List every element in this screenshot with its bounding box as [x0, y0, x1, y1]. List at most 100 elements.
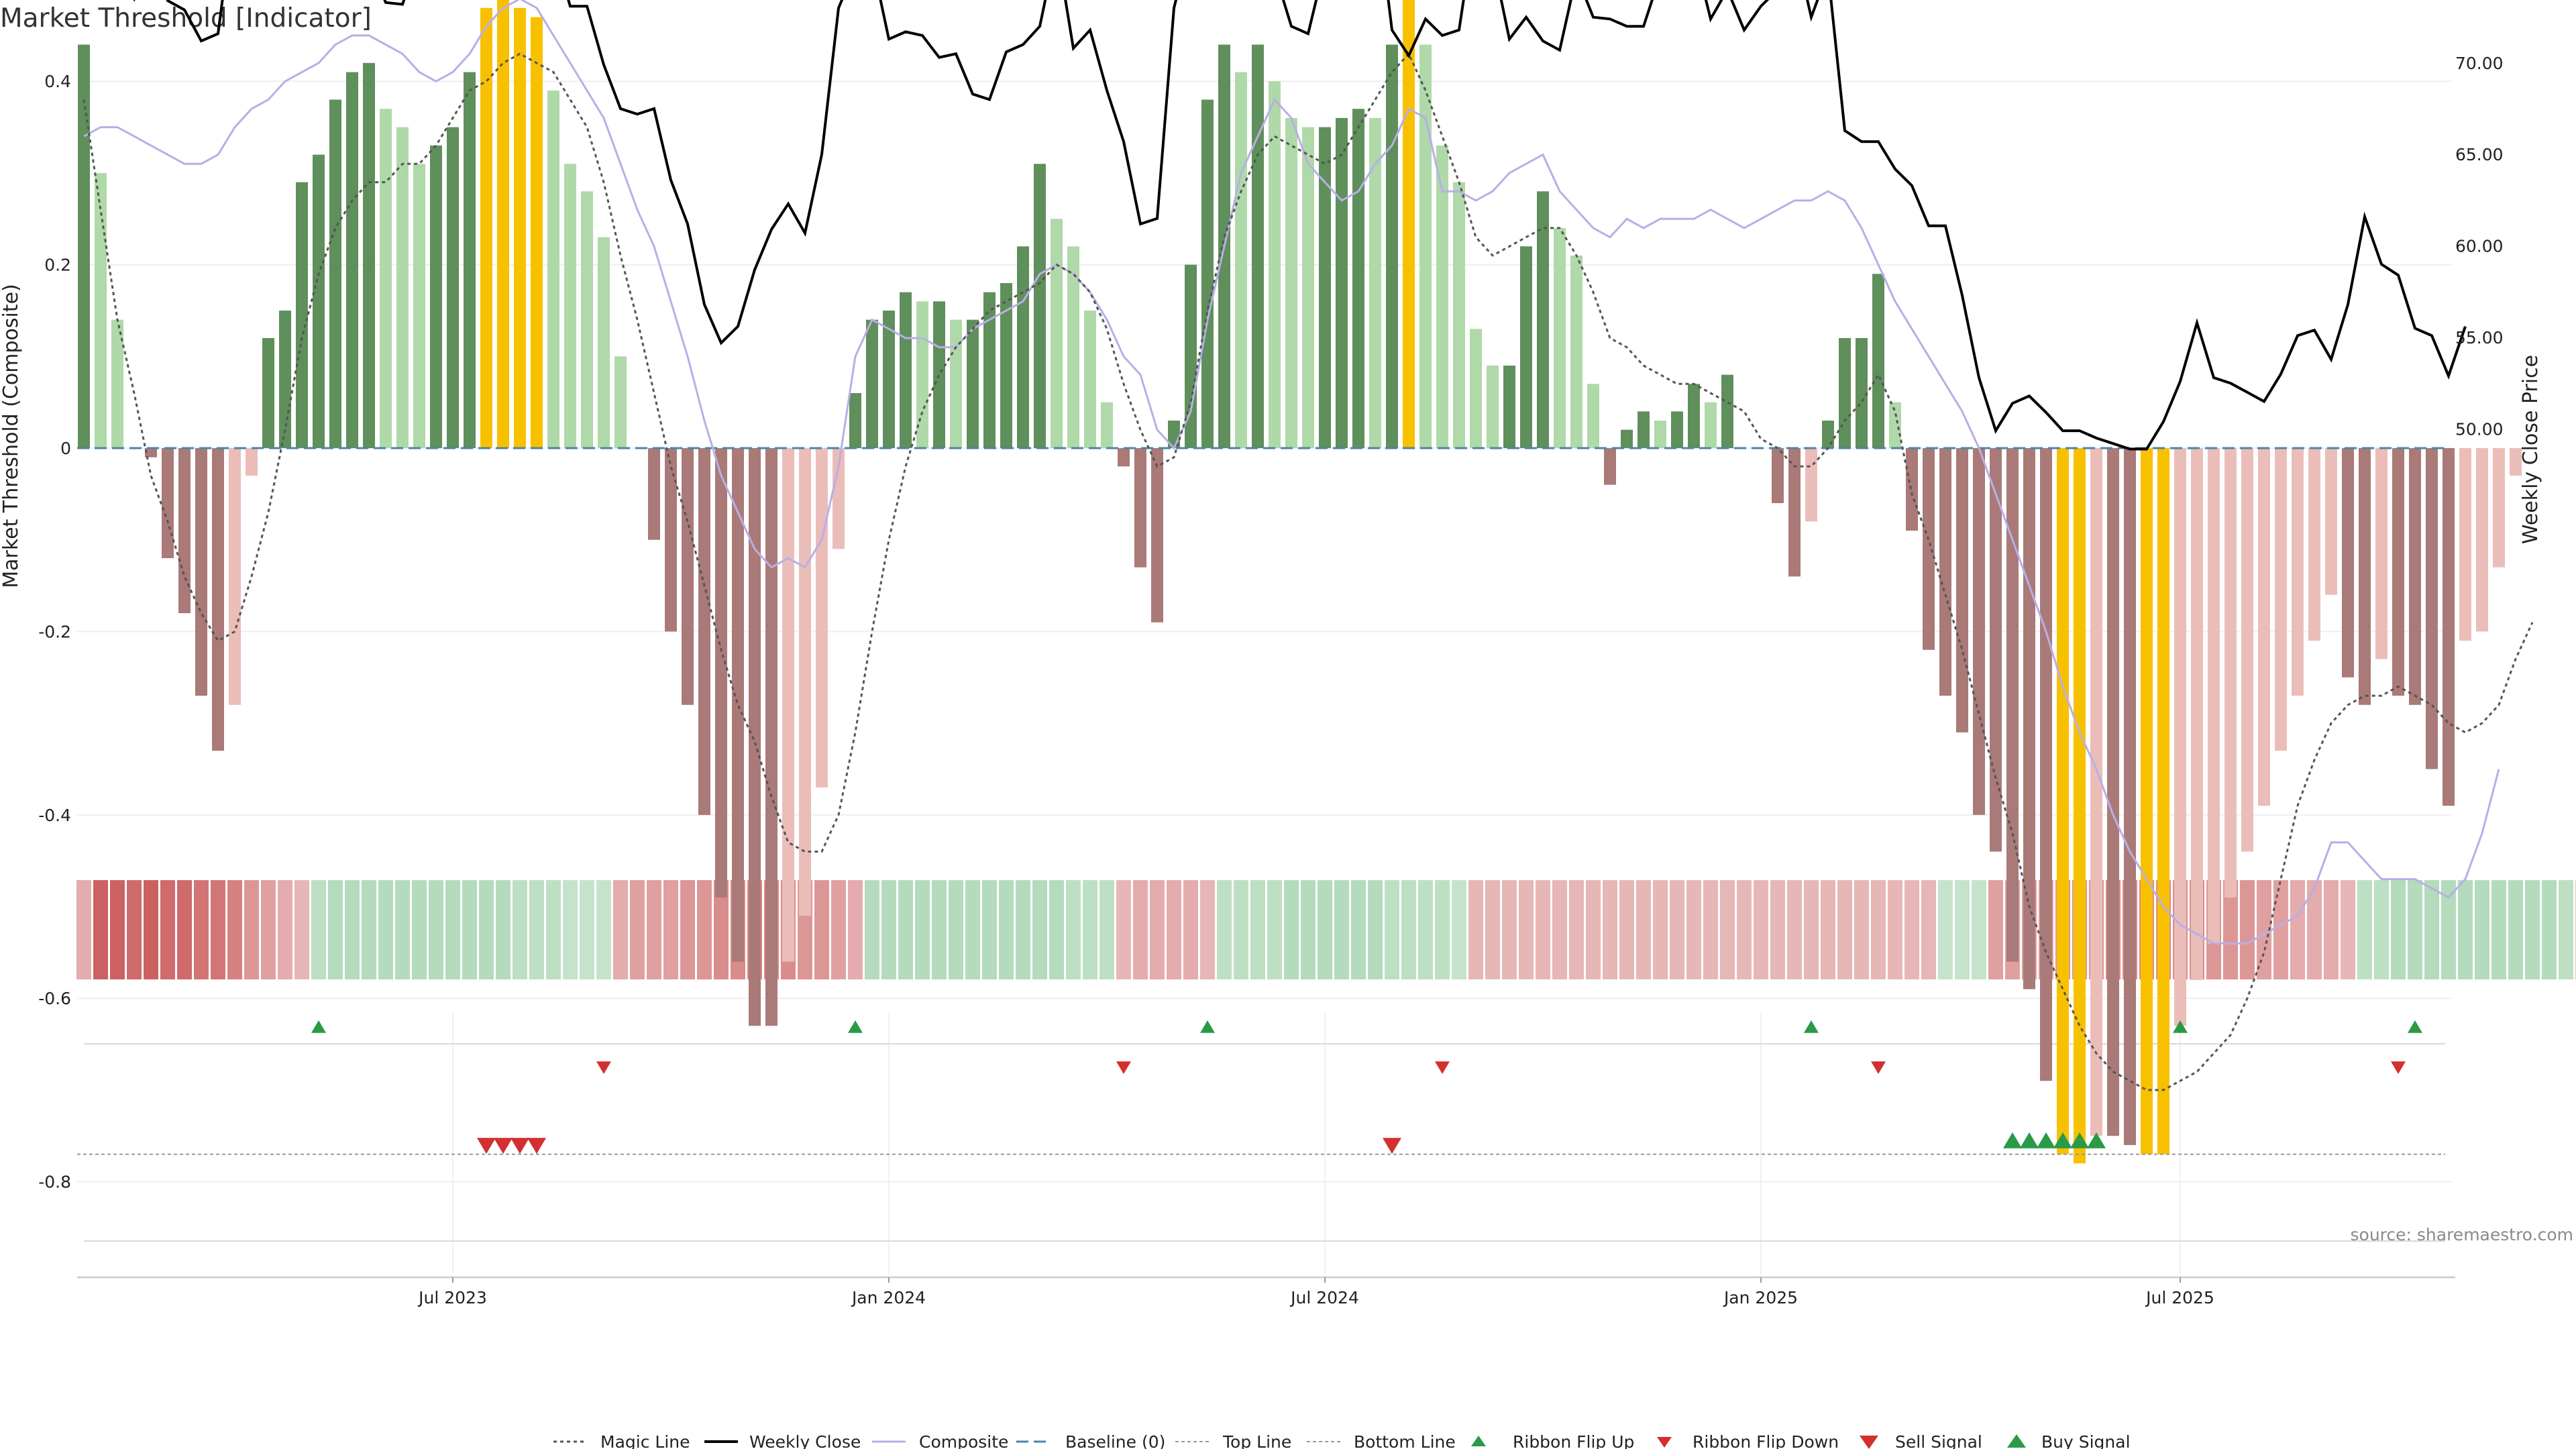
ribbon-cell — [714, 880, 729, 979]
x-tick-label: Jan 2024 — [851, 1288, 926, 1307]
ribbon-cell — [1871, 880, 1886, 979]
composite-bar — [2191, 448, 2203, 980]
composite-bar — [2258, 448, 2270, 806]
ribbon-cell — [563, 880, 578, 979]
composite-bar — [1788, 448, 1801, 577]
ribbon-cell — [1267, 880, 1282, 979]
ribbon-cell — [462, 880, 477, 979]
ribbon-flip-down-marker — [1116, 1061, 1131, 1074]
composite-bar — [2510, 448, 2522, 476]
composite-bar — [531, 17, 543, 448]
composite-bar — [1822, 420, 1834, 448]
composite-bar — [246, 448, 258, 476]
ribbon-cell — [697, 880, 712, 979]
composite-bar — [2174, 448, 2186, 1026]
buy-signal-marker — [2003, 1132, 2022, 1148]
ribbon-cell — [127, 880, 142, 979]
composite-bar — [749, 448, 761, 1026]
composite-bar — [195, 448, 207, 696]
composite-bar — [1017, 246, 1029, 448]
ribbon-cell — [345, 880, 360, 979]
composite-bar — [2459, 448, 2471, 641]
ribbon-cell — [1703, 880, 1718, 979]
composite-bars — [78, 0, 2522, 1164]
ribbon-cell — [2240, 880, 2255, 979]
ribbon-cell — [1670, 880, 1684, 979]
composite-bar — [2124, 448, 2136, 1145]
ribbon-cell — [1988, 880, 2003, 979]
signal-markers — [311, 1020, 2422, 1154]
composite-bar — [1721, 374, 1733, 448]
ribbon-cell — [1066, 880, 1081, 979]
ribbon-cell — [1921, 880, 1936, 979]
composite-bar — [1772, 448, 1784, 504]
composite-bar — [1705, 402, 1717, 448]
composite-bar — [2275, 448, 2287, 751]
ribbon-cell — [2324, 880, 2339, 979]
ribbon-flip-down-marker — [2391, 1061, 2406, 1074]
composite-bar — [480, 7, 492, 448]
composite-bar — [1369, 117, 1381, 448]
ribbon-cell — [663, 880, 678, 979]
composite-bar — [883, 310, 895, 448]
ribbon-cell — [1821, 880, 1835, 979]
ribbon-cell — [881, 880, 896, 979]
buy-signal-marker — [2037, 1132, 2055, 1148]
ribbon-cell — [2525, 880, 2540, 979]
composite-bar — [1067, 246, 1079, 448]
ribbon-cell — [412, 880, 427, 979]
ribbon-cell — [982, 880, 997, 979]
composite-bar — [799, 448, 811, 916]
composite-bar — [2493, 448, 2505, 568]
ribbon-cell — [1888, 880, 1902, 979]
ribbon-cell — [1418, 880, 1433, 979]
ribbon-cell — [1955, 880, 1970, 979]
composite-bar — [1621, 429, 1633, 448]
ribbon-cell — [1334, 880, 1349, 979]
ribbon-cell — [211, 880, 225, 979]
ribbon-cell — [93, 880, 108, 979]
ribbon-cell — [311, 880, 326, 979]
composite-bar — [329, 99, 341, 449]
ribbon-cell — [1200, 880, 1215, 979]
ribbon-cell — [1619, 880, 1634, 979]
ribbon-cell — [144, 880, 158, 979]
legend: Magic Line Weekly Close Composite Baseli… — [553, 1432, 2131, 1449]
composite-bar — [296, 182, 308, 448]
composite-bar — [1805, 448, 1817, 522]
composite-bar — [983, 292, 996, 448]
composite-bar — [212, 448, 224, 751]
ribbon-cell — [261, 880, 276, 979]
ribbon-cell — [1234, 880, 1248, 979]
composite-bar — [1285, 117, 1297, 448]
ribbon-cell — [1804, 880, 1819, 979]
ribbon-cell — [949, 880, 963, 979]
sell-signal-marker — [494, 1138, 513, 1154]
ribbon-cell — [898, 880, 913, 979]
legend-buy-signal: Buy Signal — [2041, 1432, 2131, 1449]
y-tick-label: 0 — [60, 439, 71, 458]
ribbon-cell — [294, 880, 309, 979]
ribbon-cell — [1049, 880, 1064, 979]
composite-bar — [1604, 448, 1616, 485]
ribbon-cell — [2424, 880, 2439, 979]
legend-ribbon-flip-down: Ribbon Flip Down — [1693, 1432, 1839, 1449]
composite-bar — [78, 44, 90, 448]
composite-bar — [413, 164, 425, 449]
ribbon-flip-down-marker — [1871, 1061, 1886, 1074]
composite-bar — [1419, 44, 1432, 448]
ribbon-cell — [1133, 880, 1148, 979]
ribbon-cell — [2508, 880, 2523, 979]
composite-bar — [1839, 337, 1851, 448]
composite-bar — [229, 448, 241, 705]
composite-bar — [1537, 191, 1549, 448]
y-tick-label: -0.6 — [38, 989, 71, 1008]
composite-bar — [614, 356, 627, 448]
ribbon-cell — [1787, 880, 1802, 979]
ribbon-cell — [2257, 880, 2271, 979]
ribbon-cell — [1116, 880, 1131, 979]
composite-bar — [1487, 365, 1499, 448]
composite-bar — [1638, 411, 1650, 448]
composite-bar — [1235, 72, 1247, 448]
composite-bar — [279, 310, 291, 448]
